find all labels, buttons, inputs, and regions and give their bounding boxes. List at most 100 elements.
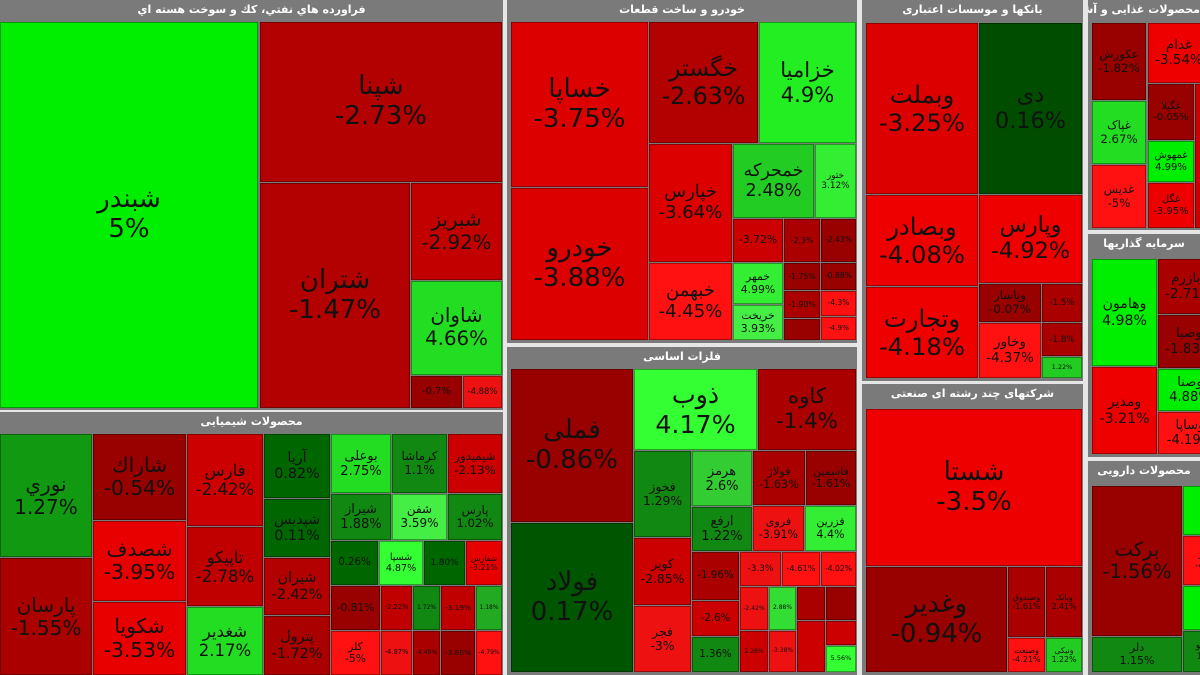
stock-tile[interactable]: خگستر -2.63% bbox=[649, 22, 758, 143]
stock-tile[interactable]: شاراك -0.54% bbox=[93, 434, 186, 520]
stock-tile[interactable]: غدام -3.54% bbox=[1148, 23, 1200, 83]
stock-tile[interactable]: -2.6% bbox=[692, 601, 739, 636]
stock-tile[interactable]: وغدیر -0.94% bbox=[866, 567, 1007, 672]
stock-tile[interactable]: -1.90% bbox=[784, 291, 820, 318]
stock-tile[interactable]: خساپا -3.75% bbox=[511, 22, 648, 187]
stock-tile[interactable]: -2.22% bbox=[381, 586, 412, 630]
stock-tile[interactable]: پترول -1.72% bbox=[264, 616, 330, 675]
stock-tile[interactable]: شکویا -3.53% bbox=[93, 602, 186, 675]
stock-tile[interactable]: دتکو1.7 bbox=[1183, 631, 1200, 672]
stock-tile[interactable]: شپنا -2.73% bbox=[260, 22, 502, 182]
stock-tile[interactable]: 1.36% bbox=[692, 637, 739, 672]
stock-tile[interactable]: -4.49% bbox=[413, 631, 440, 675]
stock-tile[interactable]: -4.88% bbox=[463, 376, 502, 408]
stock-tile[interactable]: شاوان 4.66% bbox=[411, 281, 502, 375]
stock-tile[interactable] bbox=[797, 621, 825, 672]
stock-tile[interactable]: دلر 1.15% bbox=[1092, 637, 1182, 672]
sector-title[interactable]: محصولات شیمیایی bbox=[200, 415, 303, 428]
stock-tile[interactable]: وصنا4.88% bbox=[1158, 369, 1200, 411]
stock-tile[interactable]: 1.80% bbox=[424, 541, 465, 585]
stock-tile[interactable]: پارس 1.02% bbox=[448, 494, 502, 540]
stock-tile[interactable]: وبازرم-2.71% bbox=[1158, 259, 1200, 314]
stock-tile[interactable]: -3.19% bbox=[441, 586, 475, 630]
stock-tile[interactable]: وهامون 4.98% bbox=[1092, 259, 1157, 366]
stock-tile[interactable]: خبهمن -4.45% bbox=[649, 263, 732, 340]
stock-tile[interactable]: -4.9% bbox=[821, 317, 856, 340]
stock-tile[interactable]: شیمیدور -2.13% bbox=[448, 434, 502, 493]
stock-tile[interactable]: فاسمین -1.61% bbox=[806, 451, 856, 505]
stock-tile[interactable]: وبصادر -4.08% bbox=[866, 195, 978, 286]
stock-tile[interactable]: شفن 3.59% bbox=[392, 494, 447, 540]
stock-tile[interactable]: شبندر 5% bbox=[0, 22, 258, 408]
stock-tile[interactable]: ونیکی 1.22% bbox=[1046, 638, 1082, 672]
stock-tile[interactable]: وپارس -4.92% bbox=[979, 195, 1082, 283]
sector-title[interactable]: فراورده هاي نفتي، كك و سوخت هسته اي bbox=[137, 3, 366, 16]
sector-title[interactable]: خودرو و ساخت قطعات bbox=[619, 3, 745, 16]
sector-title[interactable]: فلزات اساسی bbox=[643, 350, 721, 363]
stock-tile[interactable]: خریخت 3.93% bbox=[733, 305, 783, 340]
sector-title[interactable]: سرمایه گذاریها bbox=[1103, 237, 1185, 250]
stock-tile[interactable]: غدیس -5% bbox=[1092, 165, 1146, 228]
stock-tile[interactable]: -2.43% bbox=[821, 219, 856, 262]
stock-tile[interactable]: خمحرکه 2.48% bbox=[733, 144, 814, 218]
stock-tile[interactable]: -3.80% bbox=[441, 631, 475, 675]
stock-tile[interactable]: شپدیس 0.11% bbox=[264, 499, 330, 557]
stock-tile[interactable]: شفارس -3.21% bbox=[466, 541, 502, 585]
stock-tile[interactable] bbox=[1195, 84, 1200, 228]
stock-tile[interactable] bbox=[826, 587, 856, 620]
stock-tile[interactable]: خزامیا 4.9% bbox=[759, 22, 856, 143]
stock-tile[interactable]: دی 0.16% bbox=[979, 23, 1082, 194]
stock-tile[interactable]: -3.38% bbox=[769, 631, 796, 672]
sector-title[interactable]: بانکها و موسسات اعتباری bbox=[902, 3, 1043, 16]
stock-tile[interactable]: -1.5% bbox=[1042, 284, 1082, 322]
stock-tile[interactable]: -3.72% bbox=[733, 219, 783, 262]
sector-title[interactable]: محصولات غذایی و آشامیدنی bbox=[1088, 3, 1200, 16]
stock-tile[interactable]: فجر -3% bbox=[634, 606, 691, 672]
stock-tile[interactable]: خمهر 4.99% bbox=[733, 263, 783, 304]
stock-tile[interactable]: عکورش -1.82% bbox=[1092, 23, 1146, 100]
stock-tile[interactable]: 5.56% bbox=[826, 646, 856, 672]
stock-tile[interactable]: 1.72% bbox=[413, 586, 440, 630]
stock-tile[interactable]: -4.87% bbox=[381, 631, 412, 675]
stock-tile[interactable]: غگیلا -0.05% bbox=[1148, 84, 1194, 140]
stock-tile[interactable]: غگل -3.95% bbox=[1148, 183, 1194, 228]
stock-tile[interactable]: فملی -0.86% bbox=[511, 369, 633, 522]
stock-tile[interactable]: 1.18% bbox=[476, 586, 502, 630]
stock-tile[interactable]: وصبا-1.83% bbox=[1158, 315, 1200, 368]
stock-tile[interactable]: -0.81% bbox=[331, 586, 380, 630]
stock-tile[interactable]: ك5 bbox=[1183, 586, 1200, 630]
stock-tile[interactable]: 0.26% bbox=[331, 541, 378, 585]
stock-tile[interactable]: نوري 1.27% bbox=[0, 434, 92, 557]
stock-tile[interactable]: 8 bbox=[1183, 486, 1200, 535]
stock-tile[interactable]: ختور 3.12% bbox=[815, 144, 856, 218]
stock-tile[interactable]: شتران -1.47% bbox=[260, 183, 410, 408]
stock-tile[interactable]: دار-4.5 bbox=[1183, 536, 1200, 585]
stock-tile[interactable]: وصندوق -1.61% bbox=[1008, 567, 1045, 637]
stock-tile[interactable]: 1.22% bbox=[1042, 357, 1082, 378]
stock-tile[interactable]: 2.26% bbox=[740, 631, 768, 672]
stock-tile[interactable]: کلر -5% bbox=[331, 631, 380, 675]
stock-tile[interactable]: شغدیر 2.17% bbox=[187, 607, 263, 675]
stock-tile[interactable]: وخاور -4.37% bbox=[979, 323, 1041, 378]
stock-tile[interactable]: وصنعت -4.21% bbox=[1008, 638, 1045, 672]
stock-tile[interactable]: شبریز -2.92% bbox=[411, 183, 502, 280]
stock-tile[interactable]: فروی -3.91% bbox=[753, 506, 804, 551]
stock-tile[interactable]: هرمز 2.6% bbox=[692, 451, 752, 506]
stock-tile[interactable]: -1.75% bbox=[784, 263, 820, 290]
sector-title[interactable]: محصولات دارویی bbox=[1097, 464, 1191, 477]
stock-tile[interactable]: برکت -1.56% bbox=[1092, 486, 1182, 636]
stock-tile[interactable]: شستا -3.5% bbox=[866, 409, 1082, 566]
stock-tile[interactable]: فزرین 4.4% bbox=[805, 506, 856, 551]
stock-tile[interactable]: غمهوش 4.99% bbox=[1148, 141, 1194, 182]
stock-tile[interactable]: ذوب 4.17% bbox=[634, 369, 757, 450]
stock-tile[interactable]: وپاسار -0.07% bbox=[979, 284, 1041, 322]
stock-tile[interactable]: -2.42% bbox=[740, 587, 768, 630]
stock-tile[interactable] bbox=[826, 621, 856, 645]
stock-tile[interactable] bbox=[784, 319, 820, 340]
stock-tile[interactable] bbox=[797, 587, 825, 620]
stock-tile[interactable]: تاپیکو -2.78% bbox=[187, 527, 263, 606]
stock-tile[interactable]: 2.88% bbox=[769, 587, 796, 630]
stock-tile[interactable]: وبانک 2.41% bbox=[1046, 567, 1082, 637]
stock-tile[interactable]: شیراز 1.88% bbox=[331, 494, 391, 540]
stock-tile[interactable]: ومدیر -3.21% bbox=[1092, 367, 1157, 454]
